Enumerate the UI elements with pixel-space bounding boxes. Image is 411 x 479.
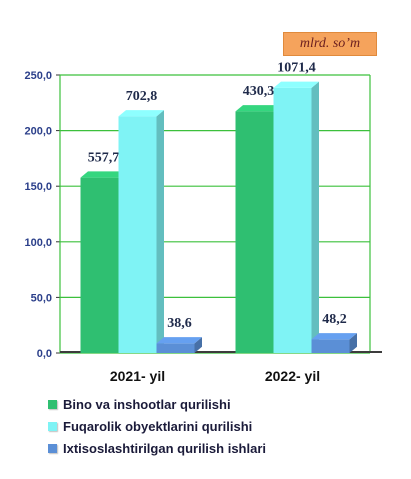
data-label: 38,6 [167, 316, 192, 331]
bar-top [156, 337, 202, 344]
x-tick-label: 2021- yil [110, 368, 165, 384]
y-tick-label: 200,0 [24, 126, 52, 138]
bar [156, 343, 195, 353]
legend-swatch [48, 443, 57, 453]
unit-badge: mlrd. so’m [283, 32, 377, 56]
y-tick-label: 250,0 [24, 70, 52, 82]
bar-side [156, 110, 164, 354]
legend-swatch [48, 421, 57, 431]
data-label: 1071,4 [277, 61, 316, 76]
legend-swatch [48, 399, 57, 409]
y-tick-label: 100,0 [24, 237, 52, 249]
legend-item: Bino va inshootlar qurilishi [48, 394, 266, 414]
bar [118, 116, 157, 354]
legend-item: Fuqarolik obyektlarini qurilishi [48, 416, 266, 436]
legend: Bino va inshootlar qurilishi Fuqarolik ob… [48, 394, 266, 460]
data-label: 557,7 [88, 150, 120, 165]
data-label: 48,2 [322, 312, 347, 327]
bar [235, 111, 274, 353]
bar-top [118, 110, 164, 117]
legend-label: Bino va inshootlar qurilishi [63, 396, 231, 412]
bar [80, 177, 119, 353]
legend-label: Fuqarolik obyektlarini qurilishi [63, 418, 253, 434]
data-label: 430,3 [243, 84, 275, 99]
bar [311, 339, 350, 353]
bar-top [80, 171, 126, 178]
unit-label: mlrd. so’m [299, 36, 361, 51]
y-tick-label: 150,0 [24, 181, 52, 193]
legend-label: Ixtisoslashtirilgan qurilish ishlari [63, 440, 266, 456]
bar-side [194, 337, 202, 353]
x-tick-label: 2022- yil [265, 368, 320, 384]
data-label: 702,8 [126, 89, 158, 104]
legend-item: Ixtisoslashtirilgan qurilish ishlari [48, 438, 266, 458]
bar-top [273, 81, 319, 88]
plot-top-edge [60, 65, 382, 75]
bar-top [235, 105, 281, 112]
y-tick-label: 0,0 [37, 348, 52, 360]
y-tick-label: 50,0 [31, 292, 52, 304]
bar-side [311, 81, 319, 353]
bar-side [349, 333, 357, 353]
bar [273, 87, 312, 353]
bar-top [311, 333, 357, 340]
